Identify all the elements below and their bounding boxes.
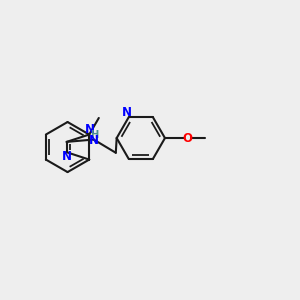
Text: N: N bbox=[122, 106, 132, 119]
Text: N: N bbox=[89, 134, 99, 147]
Text: N: N bbox=[62, 150, 72, 164]
Text: O: O bbox=[183, 132, 193, 145]
Text: H: H bbox=[90, 130, 98, 140]
Text: N: N bbox=[85, 123, 95, 136]
